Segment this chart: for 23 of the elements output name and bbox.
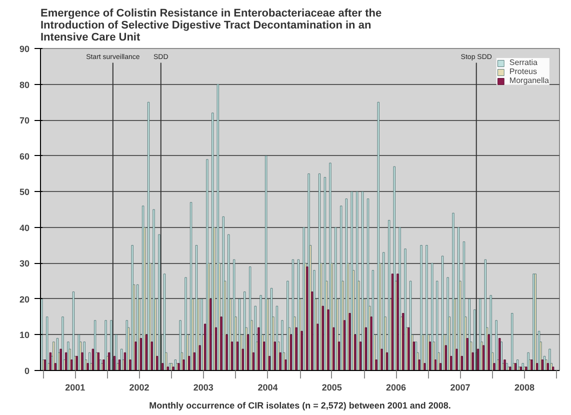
y-tick-label: 40: [19, 222, 30, 233]
x-tick-label: 2005: [322, 382, 342, 392]
y-tick-label: 70: [19, 116, 30, 126]
y-tick-label: 80: [19, 80, 30, 90]
y-tick-label: 20: [19, 294, 30, 304]
y-tick-label: 10: [19, 330, 30, 340]
x-tick-label: 2006: [386, 382, 406, 392]
x-tick-label: 2001: [65, 382, 86, 392]
x-tick-label: 2008: [514, 382, 535, 392]
y-tick-label: 60: [19, 151, 30, 162]
y-tick-label: 50: [19, 187, 30, 198]
x-tick-label: 2002: [129, 382, 150, 392]
chart-title: Emergence of Colistin Resistance in Enterobacteriaceae after the Introduction of Selective Digestive Tract Decontamination in an Intensive Care Unit: [40, 8, 382, 44]
legend-label: Proteus: [509, 67, 537, 76]
text: Monthly occurrence of CIR isolates (n = 2,572) between 2001 and 2008.: [149, 400, 451, 410]
y-tick-label: 30: [19, 258, 30, 269]
legend-label: Serratia: [509, 58, 538, 67]
x-tick-label: 2004: [258, 382, 278, 392]
legend-label: Morganella: [509, 76, 549, 85]
y-tick-label: 0: [24, 366, 30, 376]
y-tick-label: 90: [19, 44, 30, 54]
x-tick-label: 2007: [450, 382, 470, 392]
x-tick-label: 2003: [193, 382, 214, 392]
